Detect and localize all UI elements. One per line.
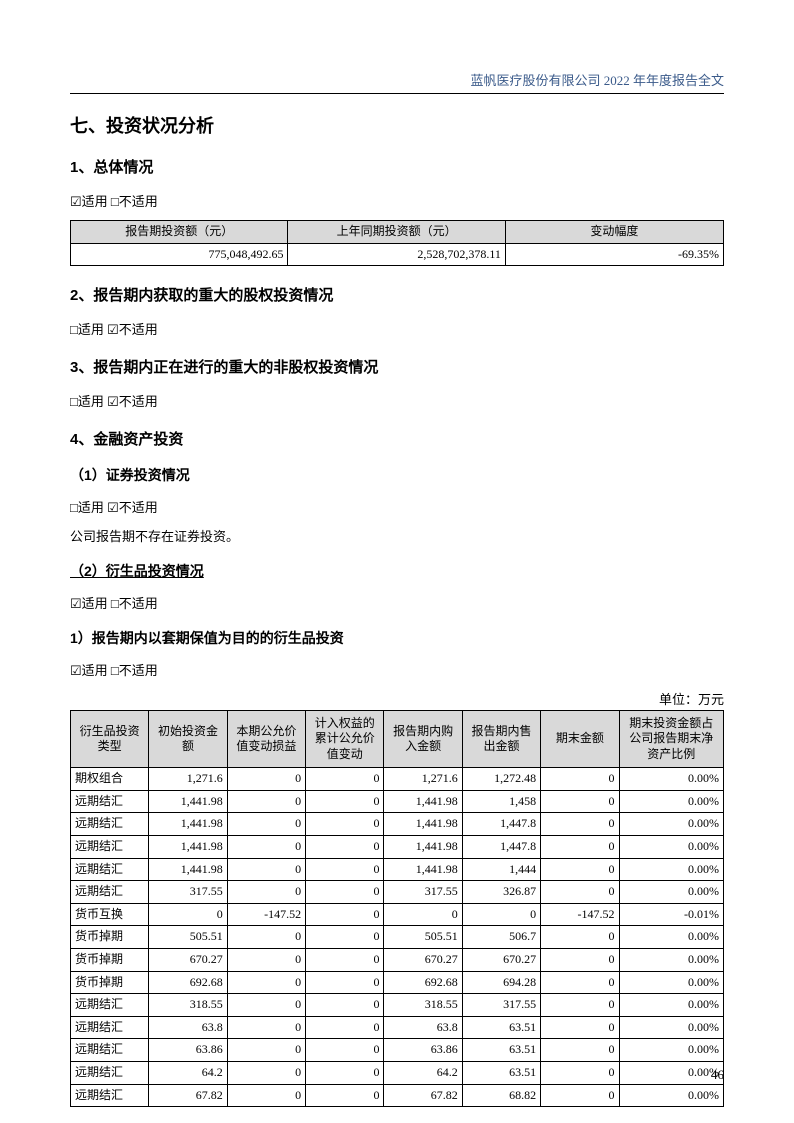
table-row: 远期结汇67.820067.8268.8200.00% [71,1084,724,1107]
table-header: 报告期内购入金额 [384,711,462,768]
table-header: 初始投资金额 [149,711,227,768]
col-report-period: 报告期投资额（元） [71,221,288,244]
s4-2-1-applies: ☑适用 □不适用 [70,660,724,679]
table-row: 货币掉期670.2700670.27670.2700.00% [71,948,724,971]
table-row: 货币掉期505.5100505.51506.700.00% [71,926,724,949]
table-row: 期权组合1,271.6001,271.61,272.4800.00% [71,768,724,791]
table-header: 期末金额 [541,711,619,768]
table-row: 远期结汇318.5500318.55317.5500.00% [71,994,724,1017]
table-header: 报告期内售出金额 [462,711,540,768]
unit-label: 单位：万元 [70,689,724,708]
table-row: 远期结汇1,441.98001,441.981,447.800.00% [71,813,724,836]
table-row: 远期结汇317.5500317.55326.8700.00% [71,881,724,904]
s1-applies: ☑适用 □不适用 [70,191,724,210]
s4-1-title: （1）证券投资情况 [70,465,724,485]
page-header: 蓝帆医疗股份有限公司 2022 年年度报告全文 [70,70,724,94]
s3-title: 3、报告期内正在进行的重大的非股权投资情况 [70,356,724,377]
s2-title: 2、报告期内获取的重大的股权投资情况 [70,284,724,305]
table-header: 计入权益的累计公允价值变动 [306,711,384,768]
table-row: 货币掉期692.6800692.68694.2800.00% [71,971,724,994]
table-row: 远期结汇64.20064.263.5100.00% [71,1061,724,1084]
investment-summary-table: 报告期投资额（元） 上年同期投资额（元） 变动幅度 775,048,492.65… [70,220,724,266]
table-row: 远期结汇63.80063.863.5100.00% [71,1016,724,1039]
s4-2-1-title: 1）报告期内以套期保值为目的的衍生品投资 [70,628,724,648]
s4-1-note: 公司报告期不存在证券投资。 [70,526,724,545]
s4-2-applies: ☑适用 □不适用 [70,593,724,612]
s3-applies: □适用 ☑不适用 [70,391,724,410]
s1-title: 1、总体情况 [70,156,724,177]
table-row: 远期结汇63.860063.8663.5100.00% [71,1039,724,1062]
page-number: 46 [711,1067,724,1083]
s2-applies: □适用 ☑不适用 [70,319,724,338]
table-header: 衍生品投资类型 [71,711,149,768]
table-header: 期末投资金额占公司报告期末净资产比例 [619,711,723,768]
section-7-title: 七、投资状况分析 [70,112,724,138]
s4-title: 4、金融资产投资 [70,428,724,449]
table-row: 远期结汇1,441.98001,441.981,44400.00% [71,858,724,881]
col-change: 变动幅度 [505,221,723,244]
s4-2-title: （2）衍生品投资情况 [70,561,724,581]
table-row: 775,048,492.65 2,528,702,378.11 -69.35% [71,243,724,266]
table-row: 货币互换0-147.52000-147.52-0.01% [71,903,724,926]
table-row: 远期结汇1,441.98001,441.981,45800.00% [71,790,724,813]
col-prior-period: 上年同期投资额（元） [288,221,505,244]
derivatives-table: 衍生品投资类型初始投资金额本期公允价值变动损益计入权益的累计公允价值变动报告期内… [70,710,724,1107]
s4-1-applies: □适用 ☑不适用 [70,497,724,516]
table-header: 本期公允价值变动损益 [227,711,305,768]
table-row: 远期结汇1,441.98001,441.981,447.800.00% [71,835,724,858]
